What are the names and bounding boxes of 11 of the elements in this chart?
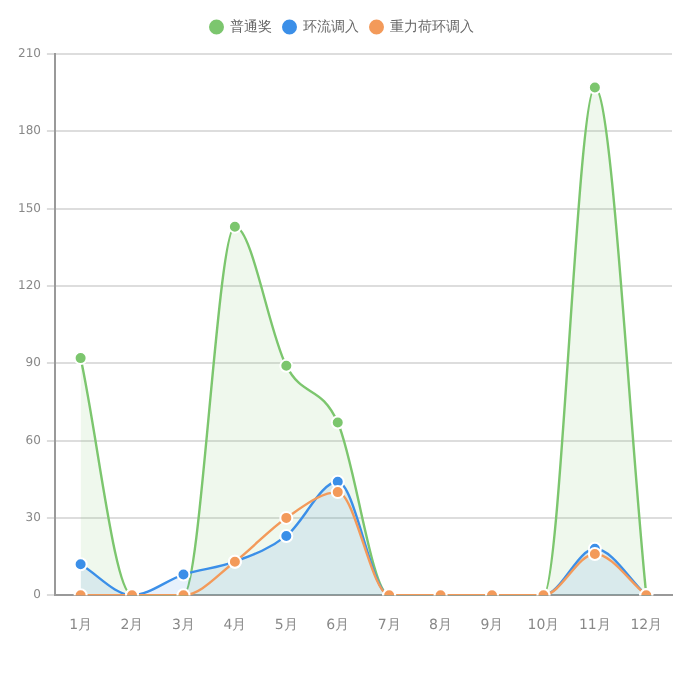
point <box>73 557 88 572</box>
point <box>330 415 345 430</box>
point <box>330 485 345 500</box>
point <box>227 219 242 234</box>
point <box>279 358 294 373</box>
point <box>587 80 602 95</box>
point <box>587 546 602 561</box>
point <box>279 528 294 543</box>
point <box>73 351 88 366</box>
point <box>279 510 294 525</box>
point <box>176 567 191 582</box>
